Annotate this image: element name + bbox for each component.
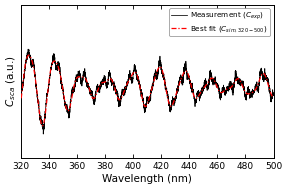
Legend: Measurement ($C_{exp}$), Best fit ($C_{sim,320-500}$): Measurement ($C_{exp}$), Best fit ($C_{s… [169, 9, 270, 36]
Measurement ($C_{exp}$) [127, 74, 131, 76]
Best fit ($C_{sim,320-500}$) [41, 125, 44, 127]
Measurement ($C_{exp}$) [240, 80, 243, 82]
Measurement ($C_{exp}$) [63, 104, 67, 106]
Best fit ($C_{sim,320-500}$) [127, 79, 131, 81]
Measurement ($C_{exp}$) [267, 81, 270, 83]
Best fit ($C_{sim,320-500}$) [267, 85, 270, 88]
Measurement ($C_{exp}$) [117, 98, 120, 100]
Best fit ($C_{sim,320-500}$) [49, 71, 52, 74]
Y-axis label: $C_{sca}$ (a.u.): $C_{sca}$ (a.u.) [5, 55, 18, 107]
Best fit ($C_{sim,320-500}$) [20, 97, 23, 99]
Measurement ($C_{exp}$) [20, 91, 23, 93]
Measurement ($C_{exp}$) [42, 133, 45, 135]
Measurement ($C_{exp}$) [49, 74, 52, 76]
Best fit ($C_{sim,320-500}$) [117, 98, 120, 100]
Line: Best fit ($C_{sim,320-500}$): Best fit ($C_{sim,320-500}$) [21, 55, 274, 126]
Line: Measurement ($C_{exp}$): Measurement ($C_{exp}$) [21, 49, 274, 134]
Best fit ($C_{sim,320-500}$) [240, 83, 243, 85]
Best fit ($C_{sim,320-500}$) [272, 97, 275, 99]
Measurement ($C_{exp}$) [26, 48, 30, 50]
Measurement ($C_{exp}$) [272, 93, 275, 95]
Best fit ($C_{sim,320-500}$) [27, 54, 30, 56]
Best fit ($C_{sim,320-500}$) [63, 102, 67, 105]
X-axis label: Wavelength (nm): Wavelength (nm) [102, 174, 192, 184]
